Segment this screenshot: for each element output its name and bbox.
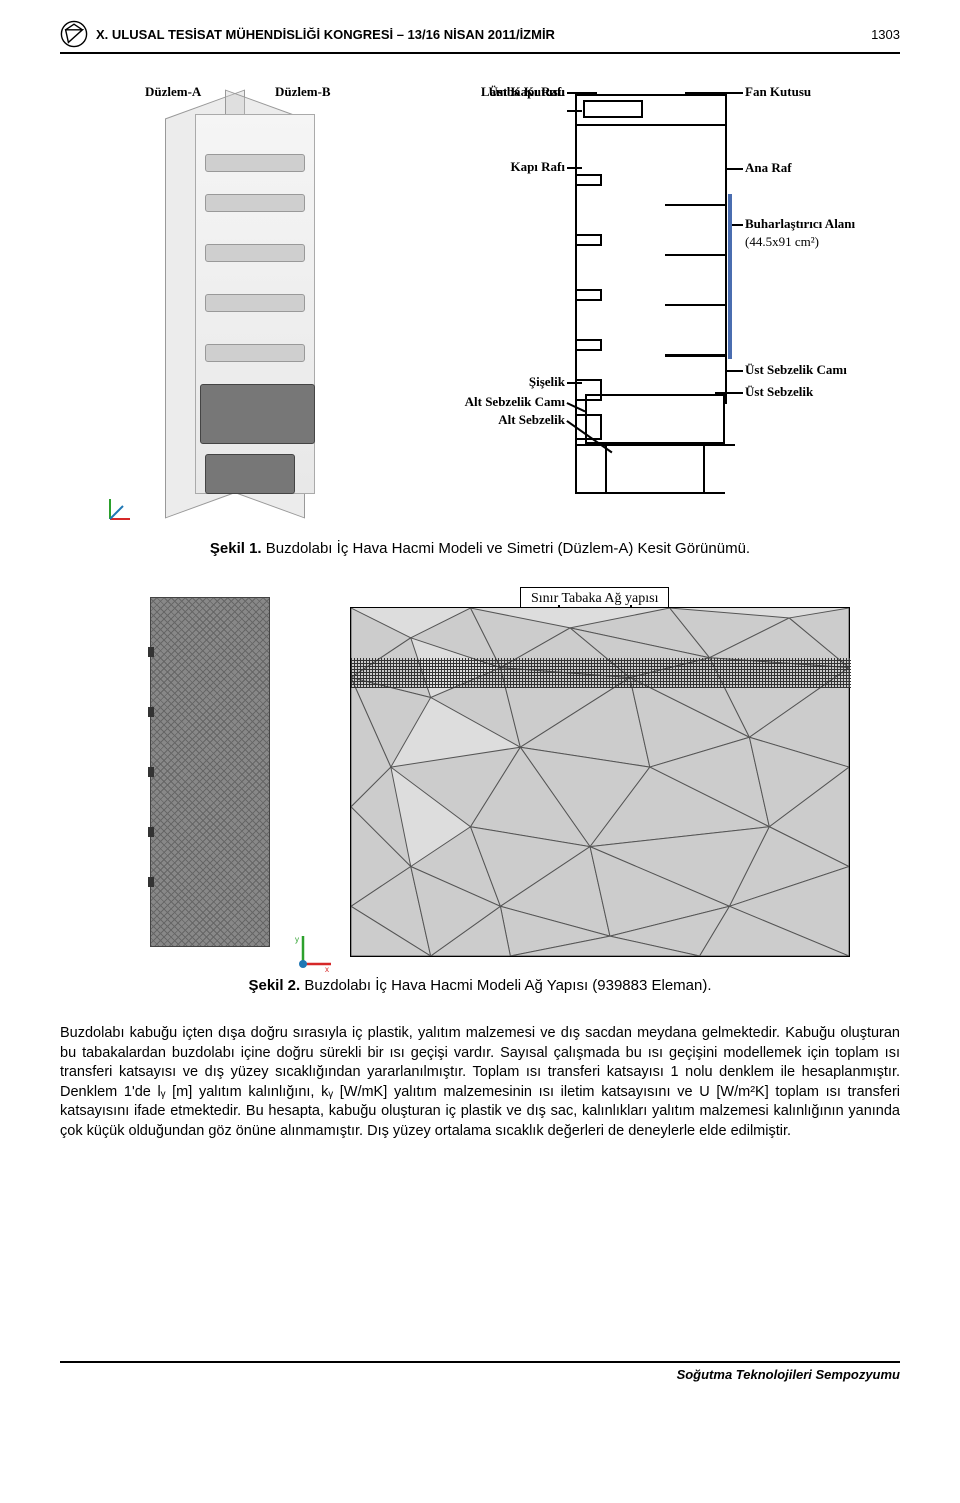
drawer-3d [205,454,295,494]
footer-text: Soğutma Teknolojileri Sempozyumu [677,1367,900,1382]
label-alt-sebzelik-cami: Alt Sebzelik Camı [435,394,565,410]
figure-1: Düzlem-A Düzlem-B [60,84,900,557]
section-shelf [575,124,725,126]
mesh-step [148,827,154,837]
page-number: 1303 [871,27,900,42]
door-shelf [577,174,602,186]
label-buharlastirici-area: (44.5x91 cm²) [745,234,819,250]
shelf-3d [205,294,305,312]
figure-2-caption-text: Buzdolabı İç Hava Hacmi Modeli Ağ Yapısı… [300,977,711,994]
label-buharlastirici: Buharlaştırıcı Alanı [745,216,855,232]
coord-axes-icon: x y [295,932,335,972]
door-shelf [577,339,602,351]
mesh-step [148,707,154,717]
figure-1-section-view: Lamba Kutusu Üst Kapı Rafı Kapı Rafı Şiş… [435,84,855,524]
figure-1-caption-text: Buzdolabı İç Hava Hacmi Modeli ve Simetr… [262,540,751,557]
figure-2-caption: Şekil 2. Buzdolabı İç Hava Hacmi Modeli … [60,977,900,994]
label-ust-kapi-rafi: Üst Kapı Rafı [435,84,565,100]
label-alt-sebzelik: Alt Sebzelik [435,412,565,428]
figure-2-caption-label: Şekil 2. [248,977,300,994]
crisper-top [585,394,725,444]
label-ust-sebzelik: Üst Sebzelik [745,384,813,400]
shelf-3d [205,344,305,362]
header-left: X. ULUSAL TESİSAT MÜHENDİSLİĞİ KONGRESİ … [60,20,555,48]
section-shelf [665,254,725,256]
label-duzlem-a: Düzlem-A [145,84,201,100]
coord-axes-icon [105,494,135,524]
section-shelf [665,354,725,357]
figure-2-2d-mesh: Sınır Tabaka Ağ yapısı [350,587,850,967]
drawer-3d [200,384,315,444]
shelf-3d [205,244,305,262]
logo-icon [60,20,88,48]
label-kapi-rafi: Kapı Rafı [435,159,565,175]
leader-line [725,168,743,170]
label-ana-raf: Ana Raf [745,160,792,176]
mesh-step [148,767,154,777]
figure-2: x y Sınır Tabaka Ağ yapısı [60,587,900,994]
boundary-layer-band [351,658,851,688]
section-shelf [665,304,725,306]
crisper-bottom [605,444,705,494]
shelf-3d [205,194,305,212]
evaporator-line [728,194,732,359]
body-paragraph: Buzdolabı kabuğu içten dışa doğru sırası… [60,1024,900,1141]
conference-title: X. ULUSAL TESİSAT MÜHENDİSLİĞİ KONGRESİ … [96,27,555,42]
label-siselik: Şişelik [435,374,565,390]
label-ust-sebzelik-cami: Üst Sebzelik Camı [745,362,847,378]
figure-2-3d-mesh: x y [110,587,330,967]
label-duzlem-b: Düzlem-B [275,84,331,100]
leader-line [732,224,743,226]
svg-text:x: x [325,965,329,972]
leader-line [725,370,743,372]
shelf-3d [205,154,305,172]
section-top-box [583,100,643,118]
mesh-2d-panel [350,607,850,957]
door-shelf [577,234,602,246]
section-shelf [665,204,725,206]
figure-1-caption-label: Şekil 1. [210,540,262,557]
mesh-step [148,877,154,887]
mesh-step [148,647,154,657]
page-footer: Soğutma Teknolojileri Sempozyumu [60,1361,900,1382]
page-header: X. ULUSAL TESİSAT MÜHENDİSLİĞİ KONGRESİ … [60,20,900,54]
figure-1-caption: Şekil 1. Buzdolabı İç Hava Hacmi Modeli … [60,540,900,557]
figure-1-3d-view: Düzlem-A Düzlem-B [105,84,405,524]
mesh-3d-body [150,597,270,947]
door-shelf [577,289,602,301]
svg-text:y: y [295,935,299,944]
label-fan-kutusu: Fan Kutusu [745,84,811,100]
section-right-wall [725,94,727,404]
